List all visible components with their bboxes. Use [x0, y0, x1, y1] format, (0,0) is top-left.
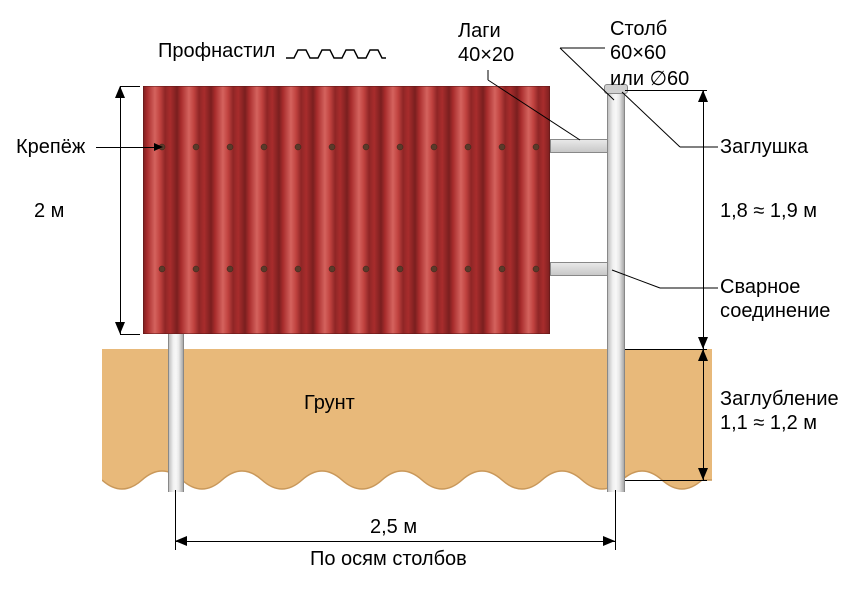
dim-left-arrow-up [115, 86, 125, 98]
label-grunt: Грунт [304, 392, 355, 415]
dim-bottom-tick-r [615, 490, 616, 550]
dim-right-tick-mid [625, 349, 707, 350]
dim-bottom-al [175, 536, 187, 546]
dim-left-arrow-down [115, 322, 125, 334]
dim-right-tick-bot [625, 480, 707, 481]
label-zaglub-1: Заглубление [720, 388, 839, 411]
label-span: 2,5 м [370, 516, 417, 539]
dim-right-tick-top [625, 90, 707, 91]
label-height-left: 2 м [34, 200, 64, 223]
dim-bottom-tick-l [175, 490, 176, 550]
dim-right-top-au [698, 90, 708, 102]
dim-bottom-line [175, 541, 615, 542]
dim-right-top-ad [698, 337, 708, 349]
dim-left-line [120, 86, 121, 334]
dim-left-tick-top [120, 86, 140, 87]
leader-svarnoe [0, 0, 850, 609]
dim-right-top-line [703, 90, 704, 349]
dim-right-bot-ad [698, 468, 708, 480]
dim-bottom-ar [603, 536, 615, 546]
label-height-right: 1,8 ≈ 1,9 м [720, 200, 817, 223]
label-zaglub-2: 1,1 ≈ 1,2 м [720, 412, 817, 435]
dim-right-bot-line [703, 349, 704, 480]
dim-right-bot-au [698, 349, 708, 361]
label-span-axis: По осям столбов [310, 548, 467, 571]
dim-left-tick-bot [120, 334, 140, 335]
